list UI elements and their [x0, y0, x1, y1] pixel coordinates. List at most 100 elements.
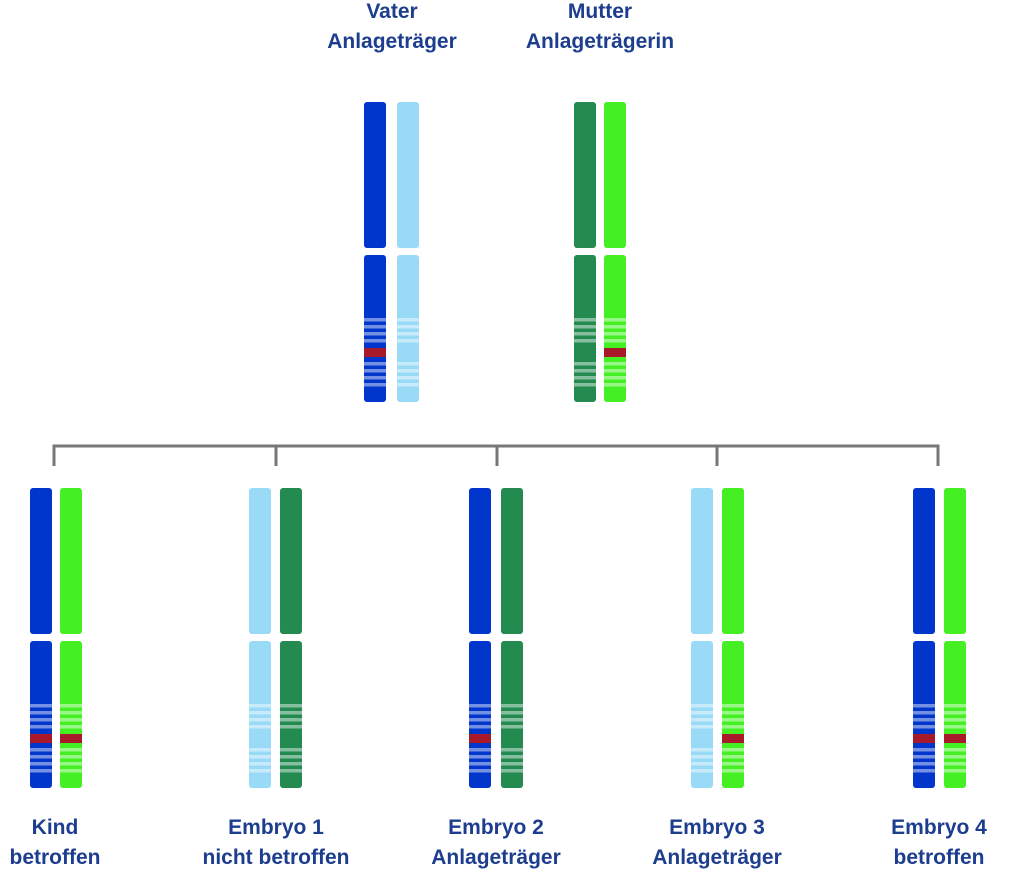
- embryo-2-chromosome-1-upper-arm: [469, 488, 491, 634]
- embryo-2-chromosome-2-band: [501, 755, 523, 759]
- embryo-3-chromosome-2-band: [722, 718, 744, 722]
- child-chromosome-2-band: [60, 748, 82, 752]
- embryo-2-chromosome-1-band: [469, 755, 491, 759]
- father-chromosome-2-band: [397, 325, 419, 329]
- mother-chromosome-2-band: [604, 325, 626, 329]
- embryo-1-chromosome-1-upper-arm: [249, 488, 271, 634]
- child-chromosome-2-lower-arm: [60, 641, 82, 788]
- embryo-3-chromosome-2-band: [722, 711, 744, 715]
- embryo-1-chromosome-2-band: [280, 748, 302, 752]
- embryo-3-chromosome-2-band: [722, 725, 744, 729]
- embryo-1-chromosome-2-band: [280, 762, 302, 766]
- father-chromosome-2-band: [397, 318, 419, 322]
- father-chromosome-2-band: [397, 339, 419, 343]
- embryo-2-chromosome-1-band: [469, 718, 491, 722]
- embryo-1-chromosome-2-upper-arm: [280, 488, 302, 634]
- embryo-2-chromosome-1-lower-arm: [469, 641, 491, 788]
- embryo-3-chromosome-1-band: [691, 762, 713, 766]
- embryo-1-chromosome-2-band: [280, 718, 302, 722]
- father-chromosome-1-lower-arm: [364, 255, 386, 402]
- embryo-4-chromosome-1-mutation-band: [913, 734, 935, 743]
- embryo-4-chromosome-2-band: [944, 748, 966, 752]
- embryo-3-chromosome-2-band: [722, 755, 744, 759]
- child-chromosome-1-upper-arm: [30, 488, 52, 634]
- embryo-2-chromosome-1-band: [469, 748, 491, 752]
- embryo-1-chromosome-1-lower-arm: [249, 641, 271, 788]
- child-chromosome-1-band: [30, 762, 52, 766]
- child-chromosome-2-mutation-band: [60, 734, 82, 743]
- embryo-4-chromosome-2-mutation-band: [944, 734, 966, 743]
- embryo-2-chromosome-1-band: [469, 762, 491, 766]
- embryo-4-chromosome-2-band: [944, 755, 966, 759]
- parent-label-father: Vater Anlageträger: [282, 0, 502, 57]
- father-chromosome-2-band: [397, 362, 419, 366]
- embryo-2-chromosome-2-band: [501, 725, 523, 729]
- child-chromosome-2-band: [60, 762, 82, 766]
- embryo-4-label: Embryo 4 betroffen: [829, 813, 1024, 873]
- embryo-2-chromosome-1-band: [469, 769, 491, 773]
- embryo-2-chromosome-1-band: [469, 704, 491, 708]
- child-chromosome-1-band: [30, 704, 52, 708]
- embryo-1-label: Embryo 1 nicht betroffen: [166, 813, 386, 873]
- embryo-1-chromosome-1-band: [249, 704, 271, 708]
- mother-chromosome-2-band: [604, 332, 626, 336]
- embryo-3-chromosome-2-band: [722, 762, 744, 766]
- parent-label-mother: Mutter Anlageträgerin: [490, 0, 710, 57]
- embryo-4-status: betroffen: [893, 846, 985, 869]
- father-chromosome-2-band: [397, 376, 419, 380]
- embryo-3-chromosome-1-upper-arm: [691, 488, 713, 634]
- embryo-3-chromosome-1-band: [691, 748, 713, 752]
- embryo-3-chromosome-2-band: [722, 769, 744, 773]
- embryo-4-chromosome-1-band: [913, 711, 935, 715]
- child-chromosome-2-band: [60, 704, 82, 708]
- child-chromosome-2-band: [60, 711, 82, 715]
- embryo-4-chromosome-2-band: [944, 769, 966, 773]
- mother-chromosome-2-band: [604, 369, 626, 373]
- embryo-4-chromosome-1-upper-arm: [913, 488, 935, 634]
- embryo-1-chromosome-1-band: [249, 725, 271, 729]
- child-chromosome-1-band: [30, 755, 52, 759]
- mother-chromosome-1-band: [574, 339, 596, 343]
- mother-name: Mutter: [567, 0, 633, 23]
- father-name: Vater: [366, 0, 418, 23]
- embryo-1-chromosome-1-band: [249, 762, 271, 766]
- mother-chromosome-2-lower-arm: [604, 255, 626, 402]
- embryo-2-name: Embryo 2: [448, 816, 544, 839]
- embryo-3-status: Anlageträger: [652, 846, 782, 869]
- mother-chromosome-2-band: [604, 318, 626, 322]
- mother-chromosome-2-band: [604, 339, 626, 343]
- embryo-1-chromosome-2-lower-arm: [280, 641, 302, 788]
- embryo-3-chromosome-2-band: [722, 704, 744, 708]
- embryo-4-chromosome-1-band: [913, 755, 935, 759]
- father-chromosome-2-lower-arm: [397, 255, 419, 402]
- embryo-3-chromosome-1-band: [691, 718, 713, 722]
- embryo-4-chromosome-1-band: [913, 718, 935, 722]
- father-chromosome-1-upper-arm: [364, 102, 386, 248]
- child-chromosome-1-band: [30, 711, 52, 715]
- embryo-2-status: Anlageträger: [431, 846, 561, 869]
- child-chromosome-1-band: [30, 718, 52, 722]
- mother-chromosome-1-lower-arm: [574, 255, 596, 402]
- embryo-1-name: Embryo 1: [228, 816, 324, 839]
- embryo-1-chromosome-1-band: [249, 711, 271, 715]
- mother-chromosome-1-band: [574, 376, 596, 380]
- embryo-4-chromosome-2-band: [944, 725, 966, 729]
- father-chromosome-1-band: [364, 339, 386, 343]
- mother-status: Anlageträgerin: [525, 30, 675, 53]
- embryo-1-chromosome-2-band: [280, 725, 302, 729]
- embryo-3-chromosome-1-band: [691, 704, 713, 708]
- embryo-2-chromosome-2-upper-arm: [501, 488, 523, 634]
- embryo-2-chromosome-2-band: [501, 769, 523, 773]
- embryo-3-chromosome-1-band: [691, 755, 713, 759]
- embryo-2-chromosome-2-band: [501, 718, 523, 722]
- embryo-1-chromosome-1-band: [249, 769, 271, 773]
- mother-chromosome-2-band: [604, 362, 626, 366]
- child-chromosome-2-band: [60, 769, 82, 773]
- father-chromosome-1-band: [364, 383, 386, 387]
- child-chromosome-2-band: [60, 755, 82, 759]
- embryo-1-chromosome-2-band: [280, 769, 302, 773]
- embryo-1-chromosome-2-band: [280, 755, 302, 759]
- child-chromosome-2-band: [60, 725, 82, 729]
- embryo-3-chromosome-2-band: [722, 748, 744, 752]
